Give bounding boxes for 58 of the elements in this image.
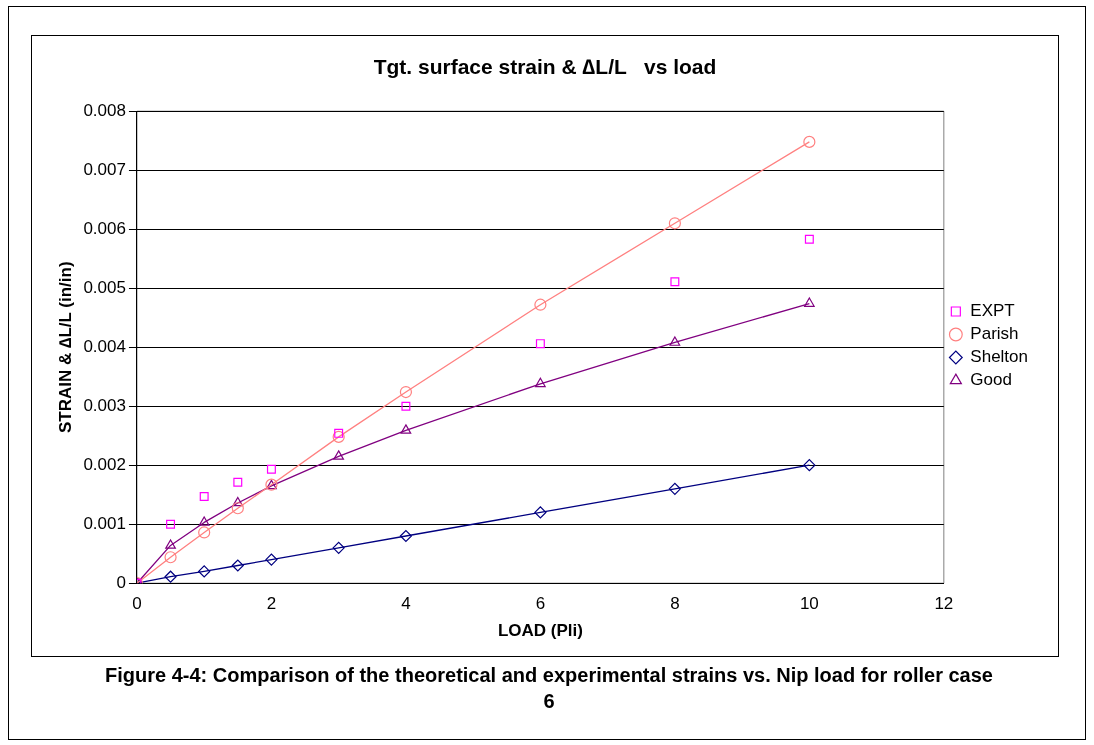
- y-tick-label: 0.002: [83, 454, 126, 474]
- point: [401, 401, 411, 411]
- x-tick-label: 4: [401, 594, 411, 614]
- point: [669, 336, 681, 346]
- point: [803, 459, 816, 472]
- y-tick-label: 0.001: [83, 513, 126, 533]
- point: [164, 551, 177, 564]
- point: [199, 491, 209, 501]
- point: [804, 234, 814, 244]
- chart-title: Tgt. surface strain & ∆L/L vs load: [373, 55, 717, 79]
- point: [804, 297, 815, 307]
- point: [668, 217, 681, 230]
- point: [165, 539, 176, 549]
- y-tick-label: 0.005: [83, 277, 126, 297]
- legend-label: EXPT: [970, 301, 1015, 321]
- point: [198, 516, 210, 526]
- x-tick-label: 0: [132, 594, 142, 614]
- x-tick-label: 10: [799, 594, 819, 614]
- point: [232, 496, 244, 507]
- point: [334, 428, 344, 438]
- legend-label: Shelton: [970, 347, 1029, 367]
- point: [266, 464, 276, 474]
- y-tick-label: 0.008: [83, 100, 126, 120]
- x-tick-label: 2: [266, 594, 277, 614]
- y-tick-label: 0.006: [83, 218, 126, 238]
- point: [803, 135, 816, 148]
- point: [166, 519, 176, 529]
- y-tick-label: 0.003: [83, 395, 126, 415]
- point: [670, 277, 680, 287]
- x-axis-title: LOAD (Pli): [497, 621, 583, 641]
- caption: Figure 4-4: Comparison of the theoretical and experimental strains vs. Nip load for roller case 6: [104, 663, 994, 714]
- x-tick-label: 12: [934, 594, 954, 614]
- point: [198, 565, 211, 578]
- point: [534, 298, 547, 311]
- point: [231, 559, 244, 572]
- point: [535, 377, 546, 388]
- point: [333, 450, 345, 460]
- x-tick-label: 8: [670, 594, 680, 614]
- point: [534, 506, 547, 519]
- point: [198, 526, 211, 539]
- x-tick-label: 6: [535, 594, 546, 614]
- point: [332, 541, 345, 554]
- point: [535, 339, 545, 349]
- point: [233, 477, 243, 487]
- legend-label: Good: [970, 370, 1012, 390]
- point: [400, 424, 412, 434]
- point: [265, 553, 278, 566]
- point: [399, 385, 413, 399]
- y-tick-label: 0.004: [83, 336, 126, 356]
- point: [668, 482, 681, 495]
- point: [231, 502, 244, 515]
- y-tick-label: 0.007: [83, 159, 126, 179]
- y-tick-label: 0: [116, 572, 126, 592]
- legend-label: Parish: [970, 324, 1019, 344]
- point: [332, 430, 345, 443]
- point: [164, 570, 177, 583]
- y-axis-title: STRAIN & ∆L/L (in/in): [55, 261, 75, 433]
- point: [399, 529, 413, 543]
